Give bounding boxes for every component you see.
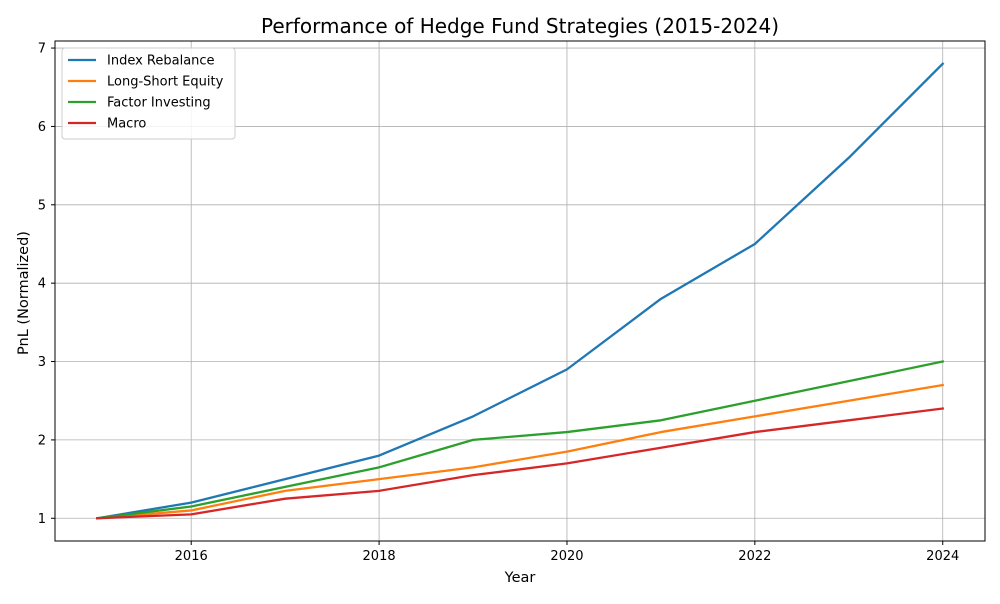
legend-label: Macro [107, 117, 146, 132]
series-line-macro [96, 407, 945, 520]
y-tick-label: 6 [38, 120, 46, 135]
x-tick-label: 2018 [363, 549, 396, 564]
legend-label: Long-Short Equity [107, 75, 224, 90]
x-tick-label: 2024 [926, 549, 959, 564]
legend-label: Index Rebalance [107, 54, 215, 69]
y-tick-label: 1 [38, 512, 46, 527]
series-line-factor-investing [95, 360, 945, 520]
y-tick-label: 7 [38, 42, 46, 57]
legend-box [61, 47, 236, 140]
x-tick-label: 2016 [175, 549, 208, 564]
x-axis-label: Year [504, 570, 536, 586]
chart-title: Performance of Hedge Fund Strategies (20… [261, 14, 779, 38]
y-tick-label: 5 [38, 198, 46, 213]
x-tick-label: 2022 [738, 549, 771, 564]
y-tick-label: 2 [38, 433, 46, 448]
series-line-index-rebalance [95, 62, 945, 520]
series-line-long-short-equity [96, 383, 945, 520]
y-tick-label: 3 [38, 355, 46, 370]
legend-label: Factor Investing [107, 96, 211, 111]
y-axis-label: PnL (Normalized) [16, 231, 32, 355]
plot-frame [54, 40, 986, 542]
y-axis-ticks: 1 2 3 4 5 6 7 [38, 42, 55, 527]
y-tick-label: 4 [38, 277, 46, 292]
x-axis-ticks: 2016 2018 2020 2022 2024 [175, 541, 959, 564]
x-tick-label: 2020 [550, 549, 583, 564]
legend: Index Rebalance Long-Short Equity Factor I… [61, 47, 236, 140]
series-lines [95, 62, 945, 520]
